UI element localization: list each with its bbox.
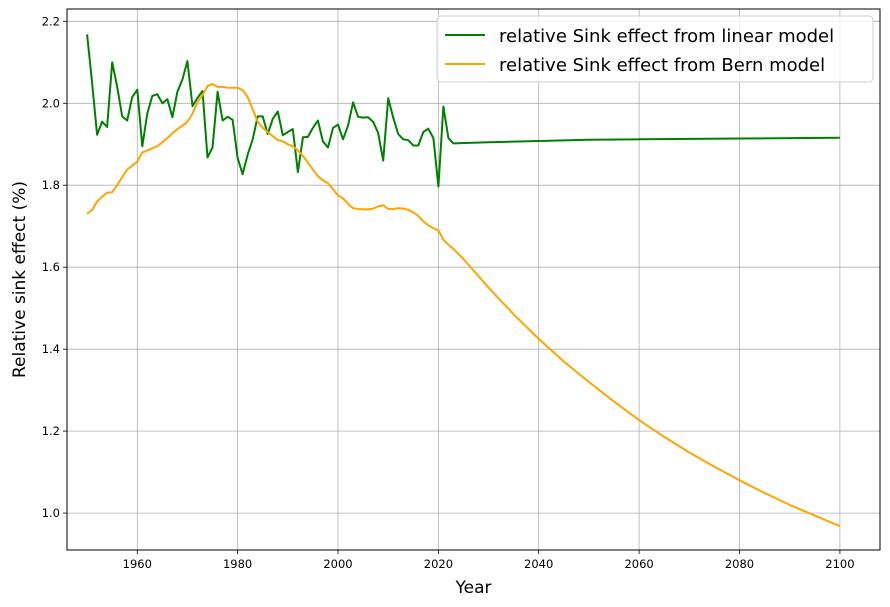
x-axis-label: Year: [455, 578, 492, 598]
legend-label-bern: relative Sink effect from Bern model: [499, 55, 825, 76]
legend: relative Sink effect from linear model r…: [436, 15, 874, 83]
y-tick-label: 1.0: [42, 506, 60, 520]
x-tick-label: 2020: [424, 557, 453, 571]
x-tick-label: 1960: [123, 557, 152, 571]
y-tick-label: 1.8: [42, 178, 60, 192]
x-tick-label: 1980: [223, 557, 252, 571]
y-tick-label: 1.2: [42, 424, 60, 438]
y-axis-label: Relative sink effect (%): [10, 181, 30, 378]
plot-frame: [66, 8, 881, 551]
y-tick-label: 2.0: [42, 96, 60, 110]
y-tick-label: 1.6: [42, 260, 60, 274]
x-tick-label: 2060: [624, 557, 653, 571]
legend-label-linear: relative Sink effect from linear model: [499, 26, 834, 47]
series-line-bern: [86, 83, 841, 528]
y-tick-label: 1.4: [42, 342, 60, 356]
x-tick-label: 2080: [725, 557, 754, 571]
series-layer: [86, 34, 841, 528]
grid: [67, 9, 880, 550]
x-tick-label: 2040: [524, 557, 553, 571]
x-tick-label: 2100: [825, 557, 854, 571]
ticks: 1960 1980 2000 2020 2040 2060 2080 2100 1.0 1.2 1.…: [42, 14, 855, 571]
series-line-linear: [86, 34, 840, 188]
legend-box: [436, 15, 874, 83]
x-tick-label: 2000: [323, 557, 352, 571]
y-tick-label: 2.2: [42, 14, 60, 28]
